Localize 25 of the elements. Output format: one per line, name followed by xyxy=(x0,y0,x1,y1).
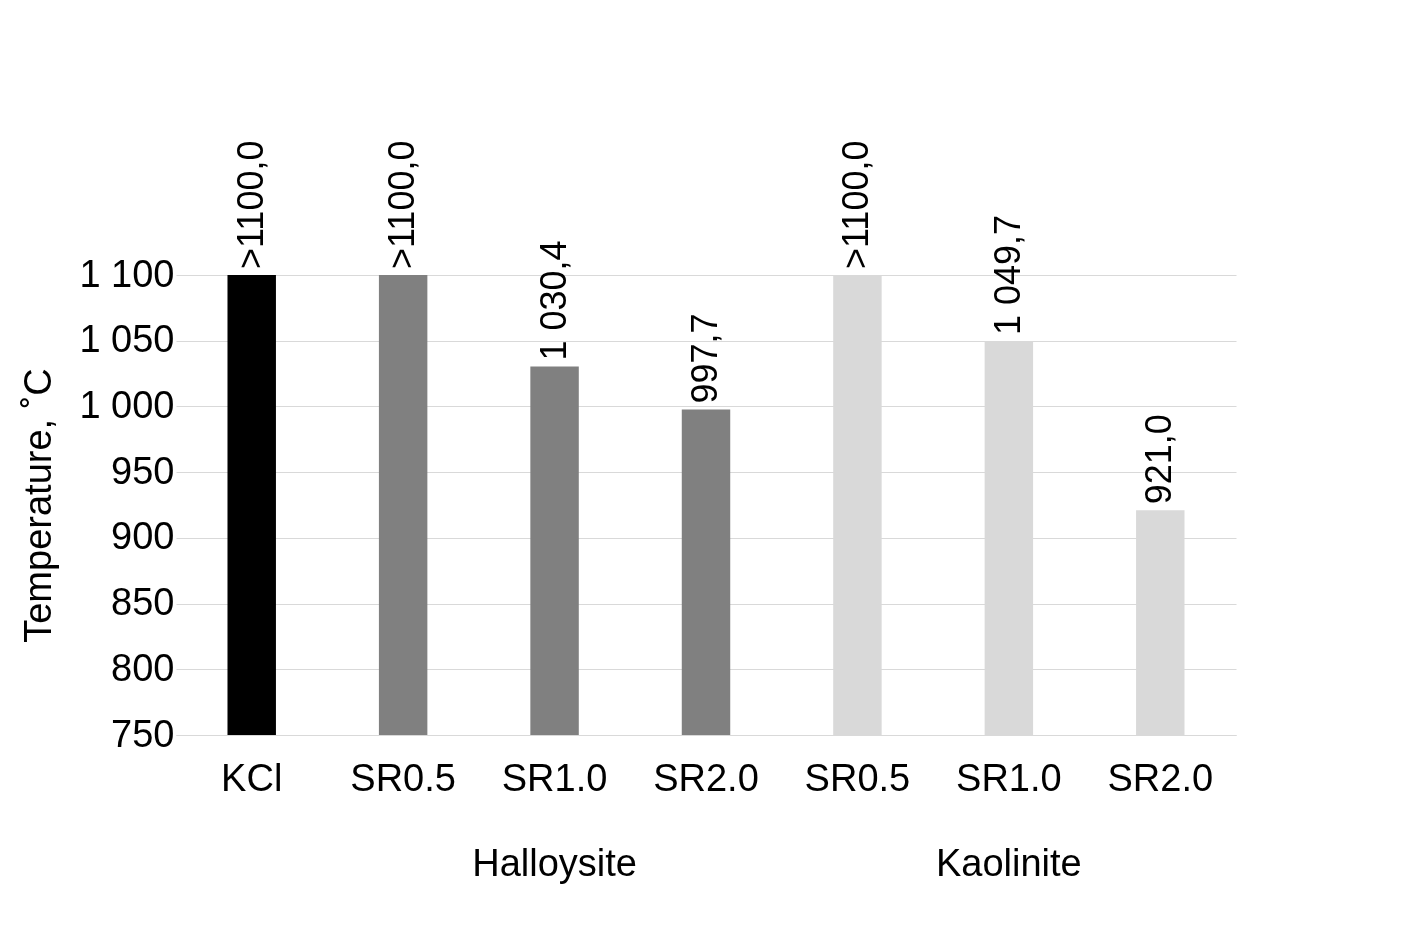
x-tick-label: SR0.5 xyxy=(350,756,456,799)
x-tick-label: SR2.0 xyxy=(1107,756,1214,799)
x-tick-label: SR0.5 xyxy=(804,756,911,799)
data-label: >1100,0 xyxy=(835,140,877,269)
x-tick-label: SR2.0 xyxy=(653,756,759,799)
y-tick-label: 800 xyxy=(111,646,175,689)
data-label: >1100,0 xyxy=(229,140,271,269)
y-tick-label: 900 xyxy=(111,515,175,558)
data-label: 921,0 xyxy=(1138,414,1180,505)
y-tick-label: 850 xyxy=(111,581,175,624)
data-label: 1 030,4 xyxy=(532,240,574,361)
data-label: >1100,0 xyxy=(381,140,423,269)
y-tick-label: 1 100 xyxy=(79,252,175,295)
x-tick-label: KCl xyxy=(221,756,283,799)
x-tick-label: SR1.0 xyxy=(956,756,1062,799)
y-tick-label: 1 000 xyxy=(79,383,175,426)
y-tick-label: 750 xyxy=(111,712,175,755)
y-tick-label: 950 xyxy=(111,449,175,492)
data-label: 1 049,7 xyxy=(986,214,1028,336)
y-axis-title: Temperature, ˚C xyxy=(17,368,60,643)
data-label: 997,7 xyxy=(684,313,725,404)
text: Kaolinite xyxy=(935,842,1082,884)
y-tick-label: 1 050 xyxy=(79,318,175,361)
x-tick-label: SR1.0 xyxy=(501,756,608,799)
text: Halloysite xyxy=(472,842,637,884)
